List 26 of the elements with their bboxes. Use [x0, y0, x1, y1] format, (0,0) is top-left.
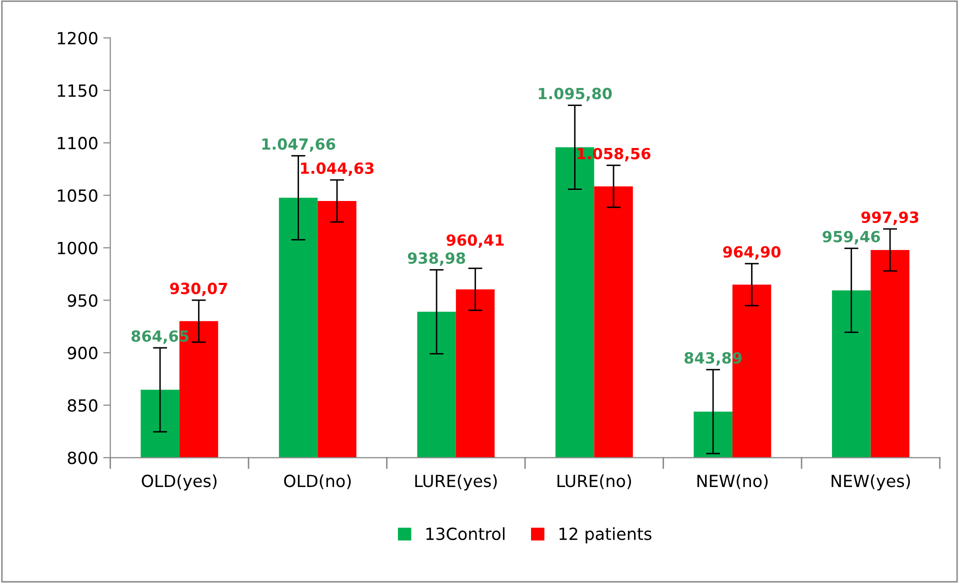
data-label: 938,98 [408, 252, 466, 266]
y-tick-label: 800 [68, 452, 98, 464]
data-label: 959,46 [822, 230, 880, 244]
legend-label: 12 patients [560, 527, 652, 544]
legend-label: 13Control [426, 527, 504, 540]
data-label: 964,90 [723, 246, 781, 260]
y-tick-label: 1150 [58, 84, 98, 97]
x-tick-label: NEW(yes) [832, 474, 910, 490]
data-label: 1.047,66 [262, 138, 336, 152]
y-tick-label: 850 [68, 399, 98, 412]
y-tick-label: 900 [68, 346, 98, 360]
x-tick-label: LURE(yes) [415, 474, 497, 490]
data-label: 930,07 [170, 282, 228, 296]
data-label: 1.095,80 [538, 88, 612, 102]
x-tick-label: OLD(no) [284, 474, 351, 490]
data-label: 1.044,63 [301, 162, 374, 176]
y-tick-label: 1000 [58, 242, 98, 254]
data-label: 997,93 [861, 211, 918, 225]
x-tick-label: OLD(yes) [142, 474, 216, 490]
y-tick-label: 1050 [58, 189, 98, 202]
y-tick-label: 1200 [58, 32, 98, 44]
x-tick-label: NEW(no) [697, 474, 768, 490]
data-label: 960,41 [446, 234, 504, 248]
y-tick-label: 1100 [58, 136, 98, 150]
x-tick-label: LURE(no) [558, 474, 632, 490]
y-tick-label: 950 [68, 294, 98, 307]
